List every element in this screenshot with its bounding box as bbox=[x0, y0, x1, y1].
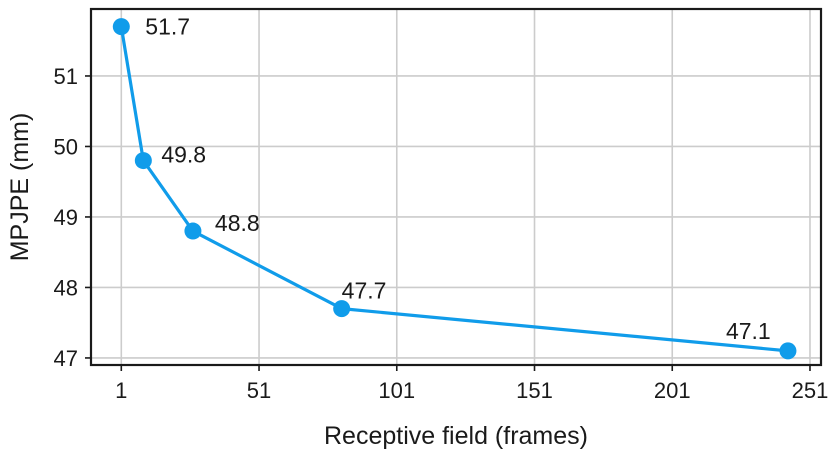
x-tick-label: 201 bbox=[654, 378, 691, 403]
x-tick-label: 101 bbox=[378, 378, 415, 403]
data-label: 51.7 bbox=[145, 14, 190, 40]
y-tick-label: 48 bbox=[54, 275, 78, 300]
data-point bbox=[333, 300, 351, 318]
y-tick-label: 47 bbox=[54, 346, 78, 371]
series-layer bbox=[112, 18, 797, 360]
data-label: 47.7 bbox=[342, 278, 387, 304]
x-tick-label: 1 bbox=[115, 378, 127, 403]
data-labels: 51.7 49.8 48.8 47.7 47.1 bbox=[145, 14, 770, 344]
x-axis-label: Receptive field (frames) bbox=[324, 422, 588, 450]
data-point bbox=[112, 18, 130, 36]
x-tick-label: 51 bbox=[247, 378, 271, 403]
y-tick-label: 49 bbox=[54, 205, 78, 230]
x-tick-label: 251 bbox=[792, 378, 829, 403]
data-label: 48.8 bbox=[215, 210, 260, 236]
data-point bbox=[779, 342, 797, 360]
plot-frame bbox=[89, 7, 823, 367]
x-tick-label: 151 bbox=[516, 378, 553, 403]
y-tick-label: 51 bbox=[54, 64, 78, 89]
data-point bbox=[184, 222, 202, 240]
data-label: 49.8 bbox=[161, 142, 206, 168]
y-tick-label: 50 bbox=[54, 134, 78, 159]
grid-lines bbox=[91, 9, 821, 365]
data-label: 47.1 bbox=[726, 318, 771, 344]
y-axis-label: MPJPE (mm) bbox=[6, 113, 34, 262]
data-point bbox=[134, 152, 152, 170]
x-axis-ticks: 1 51 101 151 201 251 bbox=[115, 365, 828, 403]
y-axis-ticks: 47 48 49 50 51 bbox=[54, 64, 91, 371]
